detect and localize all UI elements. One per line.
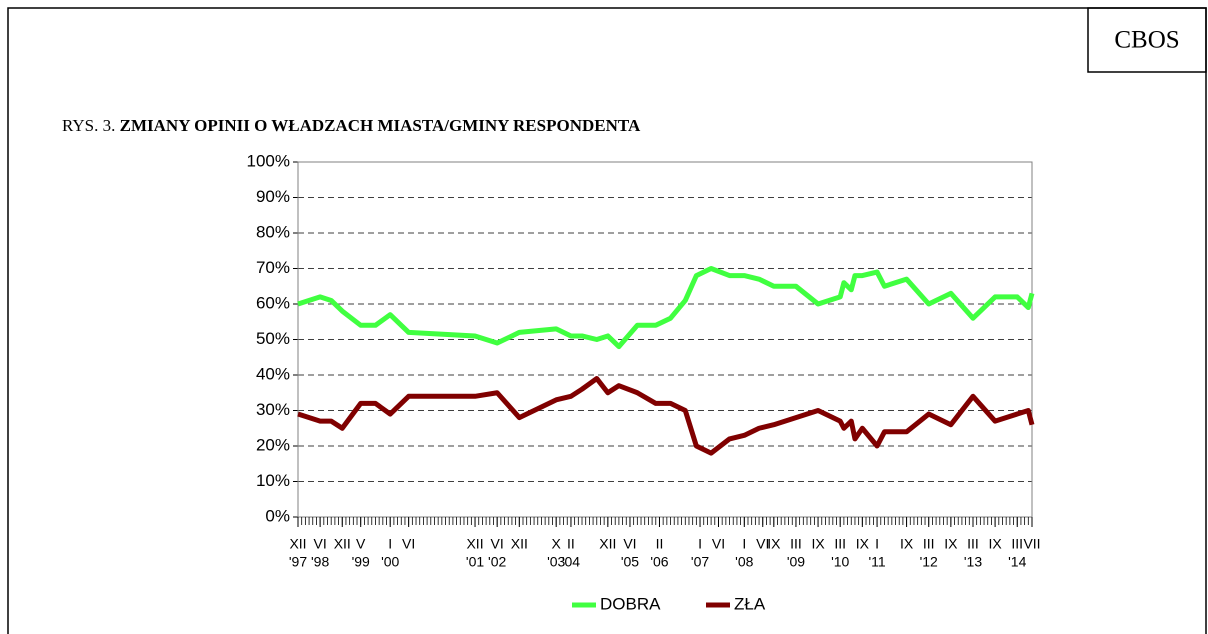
x-tick-label: XII	[289, 536, 306, 552]
year-label: '02	[488, 554, 506, 570]
year-label: '13	[964, 554, 982, 570]
series-line	[297, 266, 1035, 350]
series-line	[297, 376, 1035, 456]
x-tick-label: X	[552, 536, 562, 552]
x-tick-label: II	[567, 536, 575, 552]
y-tick-label: 60%	[256, 293, 290, 312]
x-tick-label: IX	[988, 536, 1002, 552]
year-label: '11	[868, 554, 885, 570]
y-tick-label: 70%	[256, 258, 290, 277]
x-tick-label: XII	[334, 536, 351, 552]
y-tick-label: 40%	[256, 364, 290, 383]
y-tick-label: 30%	[256, 400, 290, 419]
x-tick-label: III	[1011, 536, 1023, 552]
x-tick-label: I	[742, 536, 746, 552]
x-tick-label: III	[967, 536, 979, 552]
year-label: '99	[352, 554, 370, 570]
year-label: '10	[831, 554, 849, 570]
x-tick-label: VII	[1023, 536, 1040, 552]
x-tick-label: I	[875, 536, 879, 552]
x-tick-label: XII	[599, 536, 616, 552]
y-tick-label: 20%	[256, 435, 290, 454]
y-tick-label: 50%	[256, 329, 290, 348]
x-tick-label: IX	[900, 536, 914, 552]
legend-label: ZŁA	[734, 594, 766, 613]
x-tick-label: XII	[466, 536, 483, 552]
x-tick-label: IX	[811, 536, 825, 552]
x-tick-label: III	[923, 536, 935, 552]
year-label: '12	[920, 554, 938, 570]
y-tick-label: 90%	[256, 187, 290, 206]
x-tick-label: II	[656, 536, 664, 552]
x-tick-label: V	[356, 536, 366, 552]
legend-label: DOBRA	[600, 594, 661, 613]
year-label: '03	[547, 554, 565, 570]
chart-title: RYS. 3. ZMIANY OPINII O WŁADZACH MIASTA/…	[62, 116, 641, 135]
frame	[7, 7, 1207, 634]
year-label: '05	[621, 554, 639, 570]
x-tick-label: I	[388, 536, 392, 552]
y-tick-label: 0%	[265, 506, 290, 525]
x-tick-label: VI	[712, 536, 725, 552]
badge: CBOS	[1114, 27, 1179, 54]
year-label: '09	[787, 554, 805, 570]
year-label: '01	[466, 554, 484, 570]
year-label: '14	[1008, 554, 1026, 570]
x-tick-label: VI	[314, 536, 327, 552]
x-tick-label: I	[698, 536, 702, 552]
x-tick-label: XII	[511, 536, 528, 552]
y-tick-label: 80%	[256, 222, 290, 241]
x-tick-label: IX	[944, 536, 958, 552]
plot-frame	[297, 161, 1033, 518]
year-label: '07	[691, 554, 709, 570]
x-tick-label: VI	[623, 536, 636, 552]
year-label: '97	[289, 554, 307, 570]
title-text: ZMIANY OPINII O WŁADZACH MIASTA/GMINY RE…	[120, 116, 641, 135]
badge-box	[1087, 7, 1207, 73]
x-tick-label: VI	[756, 536, 769, 552]
year-label: '08	[735, 554, 753, 570]
year-label: '00	[381, 554, 399, 570]
title-prefix: RYS. 3.	[62, 116, 115, 135]
x-tick-label: VI	[491, 536, 504, 552]
x-tick-label: VI	[402, 536, 415, 552]
y-tick-label: 10%	[256, 471, 290, 490]
x-tick-label: IX	[767, 536, 781, 552]
year-label: '04	[562, 554, 580, 570]
year-label: '98	[311, 554, 329, 570]
x-tick-label: IX	[856, 536, 870, 552]
y-tick-label: 100%	[247, 151, 290, 170]
year-label: '06	[650, 554, 668, 570]
x-tick-label: III	[834, 536, 846, 552]
x-tick-label: III	[790, 536, 802, 552]
